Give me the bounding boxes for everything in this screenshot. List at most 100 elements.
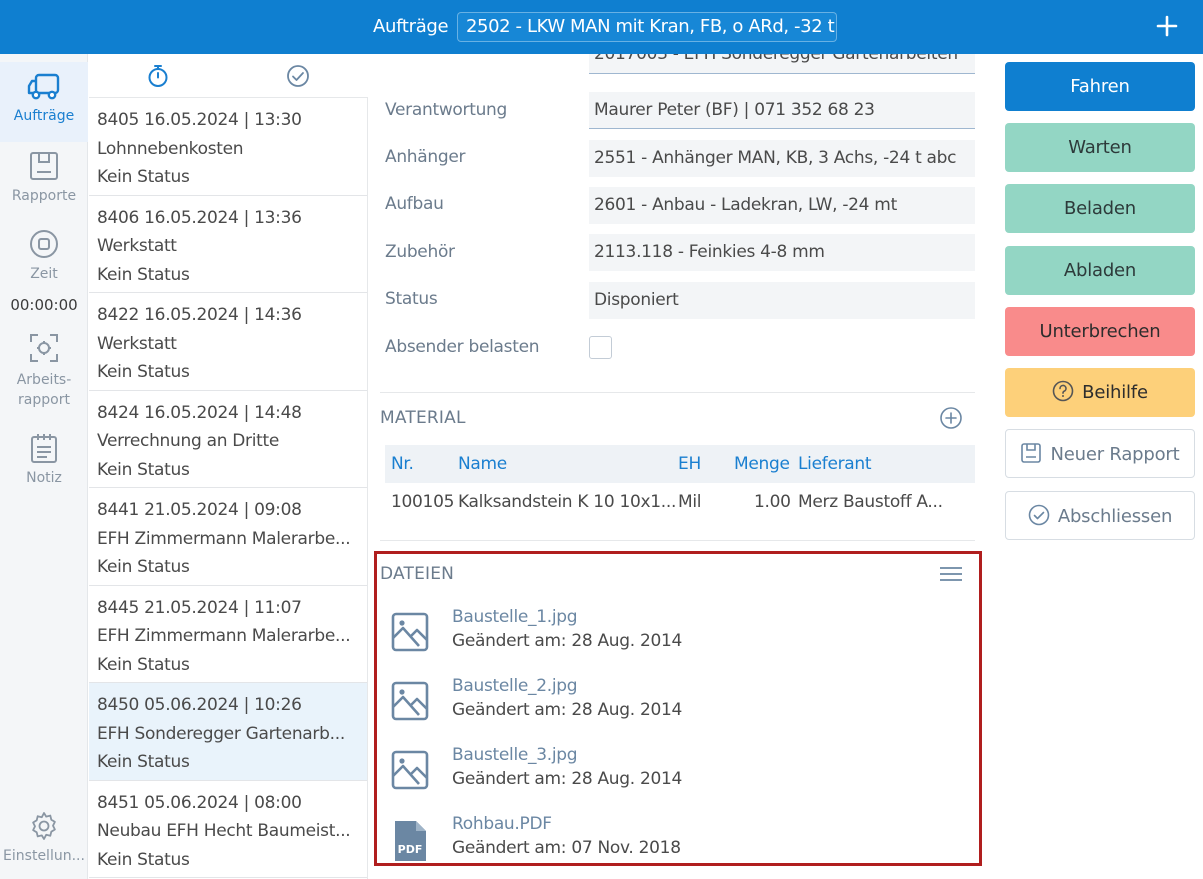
material-table-header: Nr. Name EH Menge Lieferant (385, 445, 975, 483)
page-title: Aufträge (373, 16, 449, 37)
order-id-date: 8451 05.06.2024 | 08:00 (97, 792, 302, 813)
work-report-icon (30, 334, 58, 362)
project-field[interactable]: 2017003 - EFH Sonderegger Gartenarbeiten (589, 54, 975, 74)
order-status: Kein Status (97, 557, 190, 577)
timer-display: 00:00:00 (10, 296, 78, 314)
plus-icon (1156, 15, 1178, 37)
files-section-title: DATEIEN (380, 564, 455, 584)
field-label: Status (385, 289, 438, 309)
sidebar-item-notiz[interactable]: Notiz (0, 432, 88, 486)
order-id-date: 8450 05.06.2024 | 10:26 (97, 695, 302, 715)
vehicle-select[interactable]: 2502 - LKW MAN mit Kran, FB, o ARd, -32 … (457, 12, 837, 42)
image-icon (391, 612, 429, 652)
order-id-date: 8405 16.05.2024 | 13:30 (97, 110, 302, 130)
col-lieferant: Lieferant (798, 454, 872, 474)
field-label: Verantwortung (385, 100, 508, 120)
list-item[interactable]: 8406 16.05.2024 | 13:36 Werkstatt Kein S… (89, 196, 367, 293)
file-item[interactable]: Baustelle_2.jpg Geändert am: 28 Aug. 201… (377, 676, 977, 736)
warten-button[interactable]: Warten (1005, 123, 1195, 172)
list-item[interactable]: 8422 16.05.2024 | 14:36 Werkstatt Kein S… (89, 293, 367, 391)
menu-icon[interactable] (939, 565, 963, 583)
file-name: Baustelle_3.jpg (452, 745, 578, 765)
list-item[interactable]: 8424 16.05.2024 | 14:48 Verrechnung an D… (89, 391, 367, 488)
order-status: Kein Status (97, 849, 190, 870)
list-item[interactable]: 8441 21.05.2024 | 09:08 EFH Zimmermann M… (89, 488, 367, 586)
list-item[interactable]: 8451 05.06.2024 | 08:00 Neubau EFH Hecht… (89, 781, 367, 878)
file-date: Geändert am: 28 Aug. 2014 (452, 631, 683, 651)
cell-eh: Mil (678, 492, 702, 512)
gear-icon (32, 812, 56, 840)
abladen-button[interactable]: Abladen (1005, 246, 1195, 295)
sidebar-item-settings[interactable]: Einstellun... (0, 810, 88, 864)
files-section: DATEIEN Baustelle_1.jpg Geändert am: 28 … (374, 551, 982, 866)
status-field[interactable]: Disponiert (589, 282, 975, 319)
aufbau-field[interactable]: 2601 - Anbau - Ladekran, LW, -24 mt (589, 187, 975, 224)
check-circle-icon (1028, 504, 1050, 526)
sidebar-item-zeit[interactable]: Zeit (0, 228, 88, 282)
abschliessen-label: Abschliessen (1057, 506, 1173, 527)
report-icon (1021, 443, 1042, 463)
abschliessen-button[interactable]: Abschliessen (1005, 491, 1195, 540)
list-item-selected[interactable]: 8450 05.06.2024 | 10:26 EFH Sonderegger … (89, 683, 367, 781)
sidebar-item-auftraege[interactable]: Aufträge (0, 62, 88, 142)
file-item[interactable]: PDF Rohbau.PDF Geändert am: 07 Nov. 2018 (377, 814, 977, 874)
order-list-header (89, 54, 368, 98)
sidebar-item-label: Zeit (30, 266, 58, 282)
file-item[interactable]: Baustelle_3.jpg Geändert am: 28 Aug. 201… (377, 745, 977, 805)
col-nr: Nr. (391, 454, 414, 474)
divider (380, 540, 975, 541)
order-title: EFH Sonderegger Gartenarb... (97, 723, 345, 744)
sidebar-nav: Aufträge Rapporte Zeit 00:00:00 Arbeits-… (0, 54, 88, 879)
truck-icon (27, 73, 60, 100)
cell-menge: 1.00 (754, 492, 791, 512)
order-status: Kein Status (97, 362, 190, 382)
add-material-icon[interactable] (939, 406, 963, 430)
top-bar: Aufträge 2502 - LKW MAN mit Kran, FB, o … (0, 0, 1203, 54)
beihilfe-button[interactable]: Beihilfe (1005, 368, 1195, 417)
field-label: Aufbau (385, 194, 444, 214)
table-row[interactable]: 100105 Kalksandstein K 10 10x1... Mil 1.… (385, 483, 975, 521)
fahren-button[interactable]: Fahren (1005, 62, 1195, 111)
order-title: Werkstatt (97, 333, 177, 354)
beladen-button[interactable]: Beladen (1005, 184, 1195, 233)
report-icon (30, 152, 58, 180)
order-status: Kein Status (97, 459, 190, 480)
sidebar-item-label: Rapporte (11, 188, 77, 204)
file-item[interactable]: Baustelle_1.jpg Geändert am: 28 Aug. 201… (377, 607, 977, 667)
sidebar-item-label: Einstellun... (3, 848, 85, 864)
order-title: EFH Zimmermann Malerarbe... (97, 528, 351, 549)
sidebar-item-label: Aufträge (13, 108, 75, 124)
order-id-date: 8406 16.05.2024 | 13:36 (97, 207, 302, 228)
list-item[interactable]: 8405 16.05.2024 | 13:30 Lohnnebenkosten … (89, 98, 367, 196)
neuer-rapport-button[interactable]: Neuer Rapport (1005, 429, 1195, 478)
list-item[interactable]: 8445 21.05.2024 | 11:07 EFH Zimmermann M… (89, 586, 367, 683)
sidebar-item-arbeitsrapport[interactable]: Arbeits- rapport (0, 332, 88, 410)
neuer-rapport-label: Neuer Rapport (1050, 444, 1180, 465)
file-date: Geändert am: 28 Aug. 2014 (452, 700, 683, 720)
file-date: Geändert am: 07 Nov. 2018 (452, 838, 681, 858)
unterbrechen-button[interactable]: Unterbrechen (1005, 307, 1195, 356)
add-button[interactable] (1153, 10, 1181, 42)
beihilfe-label: Beihilfe (1082, 382, 1148, 403)
stopwatch-icon[interactable] (147, 64, 169, 88)
file-name: Rohbau.PDF (452, 814, 552, 834)
action-panel: Fahren Warten Beladen Abladen Unterbrech… (996, 54, 1203, 879)
absender-belasten-checkbox[interactable] (589, 336, 612, 359)
col-eh: EH (678, 454, 701, 474)
zubehoer-field[interactable]: 2113.118 - Feinkies 4-8 mm (589, 234, 975, 271)
anhaenger-field[interactable]: 2551 - Anhänger MAN, KB, 3 Achs, -24 t a… (589, 140, 975, 177)
order-id-date: 8422 16.05.2024 | 14:36 (97, 305, 302, 325)
check-circle-icon[interactable] (286, 64, 310, 88)
notepad-icon (31, 434, 57, 463)
order-title: EFH Zimmermann Malerarbe... (97, 626, 351, 646)
order-status: Kein Status (97, 752, 190, 772)
divider (380, 392, 975, 393)
order-id-date: 8441 21.05.2024 | 09:08 (97, 500, 302, 520)
col-name: Name (458, 454, 507, 474)
sidebar-item-rapporte[interactable]: Rapporte (0, 150, 88, 204)
verantwortung-field[interactable]: Maurer Peter (BF) | 071 352 68 23 (589, 92, 975, 129)
cell-name: Kalksandstein K 10 10x1... (458, 492, 677, 512)
pdf-icon: PDF (395, 821, 426, 861)
field-label: Zubehör (385, 242, 455, 262)
sidebar-item-label: Notiz (26, 470, 62, 486)
